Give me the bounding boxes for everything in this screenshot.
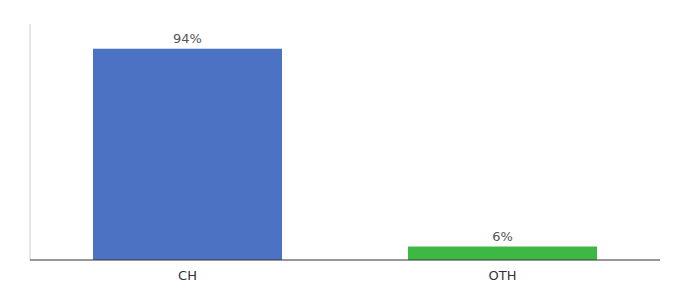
chart-svg: 94% 6% CH OTH — [0, 0, 680, 300]
data-label: 6% — [492, 229, 513, 244]
bar — [408, 247, 597, 260]
x-tick-label: CH — [178, 268, 197, 283]
x-axis-line — [30, 260, 660, 261]
data-label: 94% — [173, 31, 202, 46]
bar — [93, 49, 282, 260]
x-tick-label: OTH — [489, 268, 517, 283]
chart-container: 94% 6% CH OTH — [0, 0, 680, 300]
bars — [93, 49, 597, 260]
y-axis-line — [30, 24, 31, 260]
